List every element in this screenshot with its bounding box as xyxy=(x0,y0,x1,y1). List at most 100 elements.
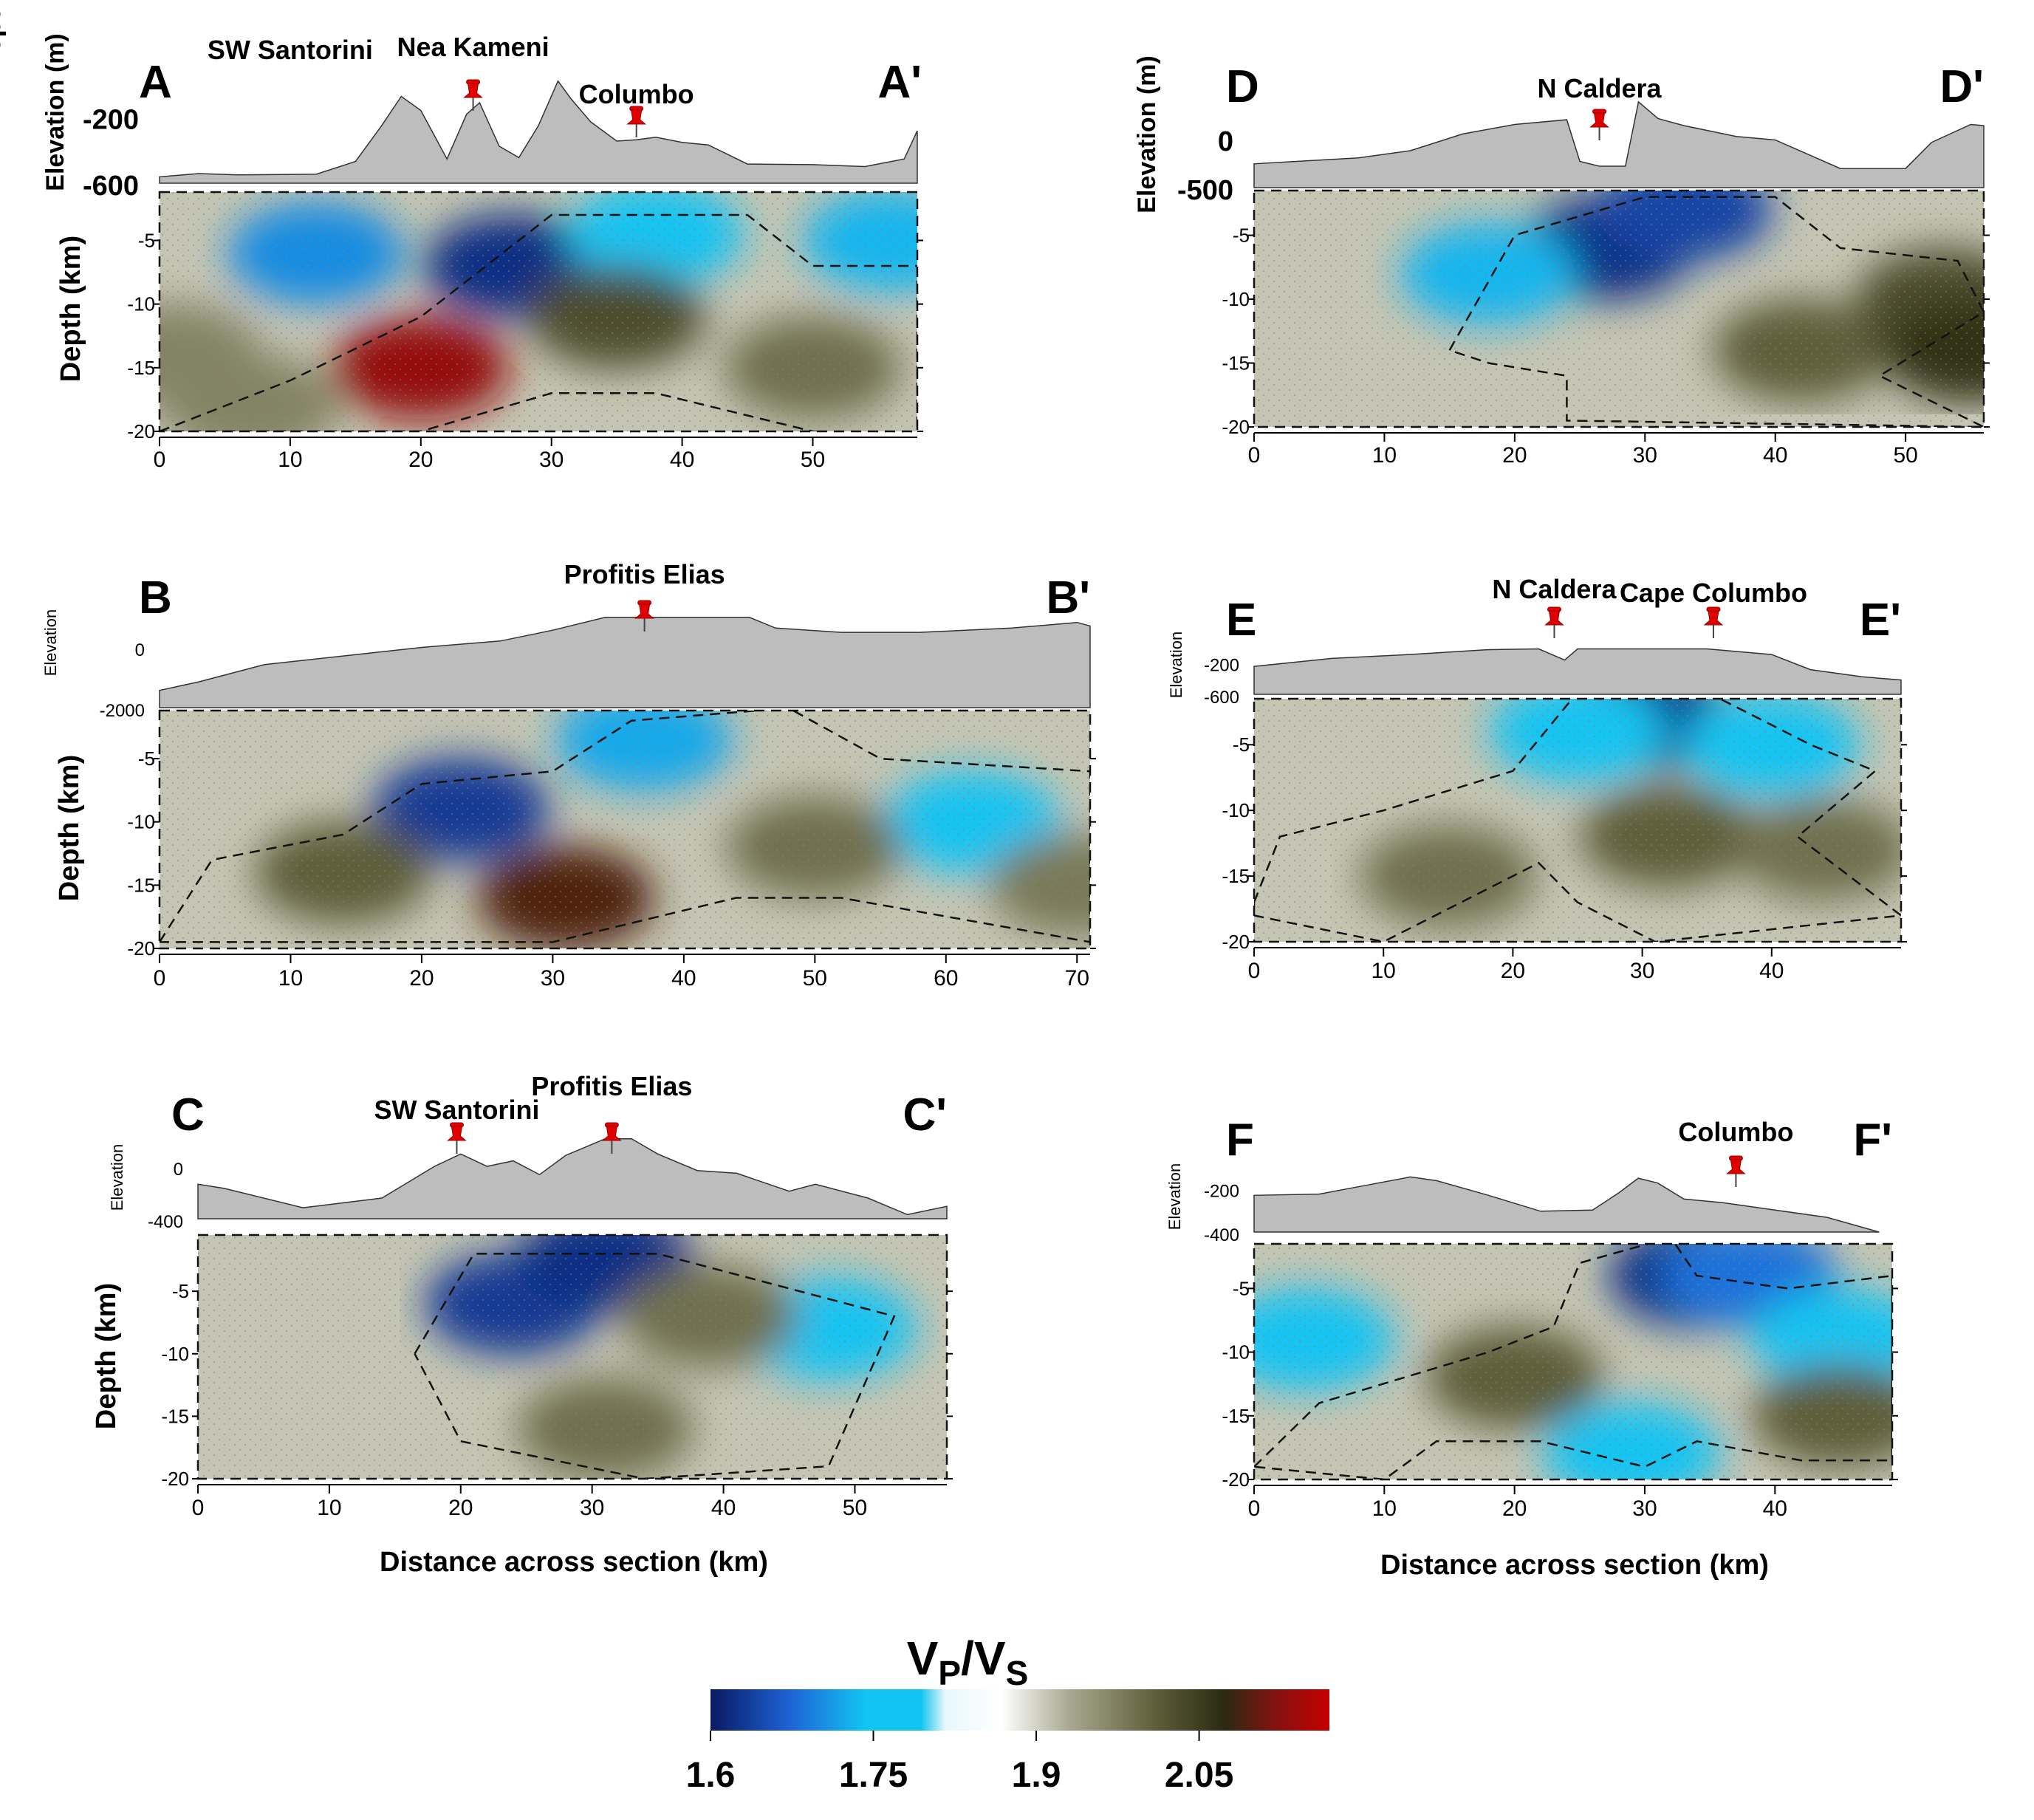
elevation-axis-title: Elevation xyxy=(41,609,60,677)
profile-end-letter: D' xyxy=(1939,61,1984,112)
x-axis-label-left: Distance across section (km) xyxy=(380,1547,768,1578)
elevation-tick-label: 0 xyxy=(1218,126,1233,157)
x-tick-label: 20 xyxy=(408,448,433,472)
profile-end-letter: B' xyxy=(1046,572,1090,623)
x-tick-label: 20 xyxy=(1501,959,1525,983)
section-frame xyxy=(1253,697,1903,943)
tomography-section xyxy=(1254,191,1984,427)
x-tick-label: 10 xyxy=(278,448,302,472)
depth-tick-label: -10 xyxy=(127,293,155,315)
x-tick-label: 40 xyxy=(1763,1496,1787,1521)
depth-tick-label: -20 xyxy=(127,937,155,959)
pin-body-icon xyxy=(634,603,654,619)
colorbar-tick-label: 2.05 xyxy=(1165,1756,1233,1795)
elevation-tick-label: -200 xyxy=(1204,656,1239,676)
resolution-dots xyxy=(160,192,917,431)
elevation-tick-label: -2000 xyxy=(100,701,145,721)
pin-body-icon xyxy=(463,83,483,98)
profile-start-letter: F xyxy=(1226,1115,1254,1166)
depth-tick-label: -10 xyxy=(1222,1341,1250,1364)
x-tick-label: 20 xyxy=(448,1496,473,1520)
x-tick-label: 20 xyxy=(1502,443,1527,468)
location-label: Columbo xyxy=(579,79,694,109)
profile-start-letter: D xyxy=(1226,61,1259,112)
colorbar-tick-label: 1.9 xyxy=(1012,1756,1061,1795)
depth-tick-label: -20 xyxy=(161,1468,189,1490)
depth-tick-label: -20 xyxy=(127,420,155,442)
x-tick-label: 20 xyxy=(1502,1496,1527,1521)
depth-tick-label: -5 xyxy=(172,1280,189,1302)
depth-tick-label: -5 xyxy=(1233,1277,1250,1299)
x-tick-label: 10 xyxy=(278,966,303,991)
elevation-axis-title: Elevation (m) xyxy=(41,33,69,191)
x-tick-label: 50 xyxy=(1893,443,1917,468)
pin-body-icon xyxy=(602,1126,622,1141)
resolution-outline xyxy=(1254,699,1901,942)
profile-start-letter: A xyxy=(139,57,172,108)
elevation-tick-label: -400 xyxy=(148,1212,183,1232)
colorbar-gradient xyxy=(710,1689,1329,1731)
depth-tick-label: -20 xyxy=(1222,416,1250,438)
x-tick-label: 0 xyxy=(192,1496,205,1520)
profile-end-letter: C' xyxy=(903,1089,947,1140)
panels-layer: -5-10-15-200 10 20 30 40 50-200-600Elevation … xyxy=(0,0,1990,1521)
elevation-axis-title: Elevation xyxy=(1167,632,1185,699)
profile-start-letter: E xyxy=(1226,595,1256,646)
elevation-profile xyxy=(1253,100,1985,188)
depth-tick-label: -5 xyxy=(1233,225,1250,247)
panel-b: -5 -10 -15 -20 0 10 20 30 40 50 60 70 0 -2000 Elevatio… xyxy=(41,559,1096,991)
colorbar-tick-label: 1.75 xyxy=(839,1756,908,1795)
depth-tick-label: -15 xyxy=(1222,865,1250,887)
profile-end-letter: F' xyxy=(1853,1115,1892,1166)
colorbar-title-sub-s: S xyxy=(1006,1654,1029,1692)
location-pin-icon xyxy=(1726,1155,1746,1187)
elevation-profile xyxy=(1253,1176,1880,1233)
location-label: Columbo xyxy=(1678,1117,1793,1147)
elevation-tick-label: 0 xyxy=(135,640,145,660)
x-axis-label-right: Distance across section (km) xyxy=(1380,1550,1769,1581)
location-label: N Caldera xyxy=(1492,574,1617,604)
depth-tick-label: -5 xyxy=(138,229,155,251)
location-pin-icon xyxy=(1544,606,1564,638)
depth-tick-label: -10 xyxy=(161,1343,189,1365)
elevation-axis-title: Elevation xyxy=(1165,1163,1184,1231)
x-tick-label: 30 xyxy=(580,1496,604,1520)
colorbar: VP/VS 1.6 1.75 1.9 2.05 xyxy=(686,1632,1329,1795)
colorbar-ticks: 1.6 1.75 1.9 2.05 xyxy=(686,1731,1233,1795)
x-tick-label: 50 xyxy=(843,1496,867,1520)
depth-tick-label: -5 xyxy=(138,748,155,770)
depth-axis-title: Depth (km) xyxy=(54,755,85,901)
x-tick-label: 0 xyxy=(1248,959,1261,983)
x-tick-label: 10 xyxy=(1372,443,1397,468)
x-tick-label: 40 xyxy=(671,966,696,991)
x-tick-label: 40 xyxy=(670,448,694,472)
resolution-outline xyxy=(160,711,1090,943)
elevation-axis-title: Elevation (m) xyxy=(1133,55,1161,213)
x-tick-label: 60 xyxy=(934,966,958,991)
panel-a: -5-10-15-200 10 20 30 40 50-200-600Elevation … xyxy=(41,32,923,472)
x-tick-label: 50 xyxy=(803,966,827,991)
profile-start-letter: B xyxy=(139,572,172,623)
depth-tick-label: -15 xyxy=(127,874,155,896)
elevation-tick-label: -500 xyxy=(1177,175,1233,206)
colorbar-title: VP/VS xyxy=(907,1632,1029,1692)
x-tick-label: 50 xyxy=(801,448,825,472)
tomography-section xyxy=(160,711,1090,948)
location-pin-icon xyxy=(626,106,647,137)
depth-tick-label: -15 xyxy=(161,1405,189,1427)
colorbar-title-v: V xyxy=(907,1632,939,1685)
resolution-dots xyxy=(1254,1244,1892,1479)
x-tick-label: 30 xyxy=(541,966,565,991)
location-label: Cape Columbo xyxy=(1620,578,1807,608)
location-label: SW Santorini xyxy=(374,1095,539,1125)
location-pin-icon xyxy=(1589,109,1609,140)
x-tick-label: 10 xyxy=(1372,1496,1397,1521)
section-frame xyxy=(1253,189,1985,428)
section-frame xyxy=(158,709,1092,950)
depth-tick-label: -15 xyxy=(1222,352,1250,374)
depth-tick-label: -5 xyxy=(1233,733,1250,756)
elevation-profile xyxy=(1253,648,1902,695)
depth-tick-label: -10 xyxy=(127,811,155,833)
x-tick-label: 30 xyxy=(539,448,564,472)
